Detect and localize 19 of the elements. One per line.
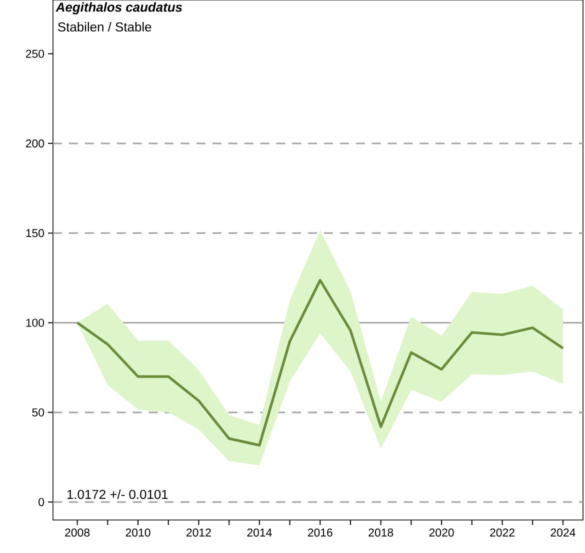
x-tick-label: 2014 [247,528,272,537]
x-tick-label: 2022 [490,528,514,537]
annotation: 1.0172 +/- 0.0101 [67,489,168,499]
line-series [76,278,564,447]
y-tick-label: 100 [26,318,44,327]
y-tick-label: 200 [26,139,44,148]
y-tick-label: 150 [26,229,44,238]
y-tick-label: 50 [32,408,44,416]
text: Stabilen / Stable [58,22,152,32]
x-tick-label: 2016 [308,528,332,537]
x-tick-label: 2024 [550,528,576,537]
y-tick-label: 0 [38,498,44,506]
y-tick-label: 250 [26,50,44,58]
x-tick-label: 2008 [65,528,90,537]
x-tick-label: 2012 [186,528,211,537]
chart-title: Aegithalos caudatus [56,2,182,14]
x-tick-label: 2018 [368,528,394,537]
x-tick-label: 2010 [126,528,150,537]
x-tick-label: 2020 [429,528,454,537]
